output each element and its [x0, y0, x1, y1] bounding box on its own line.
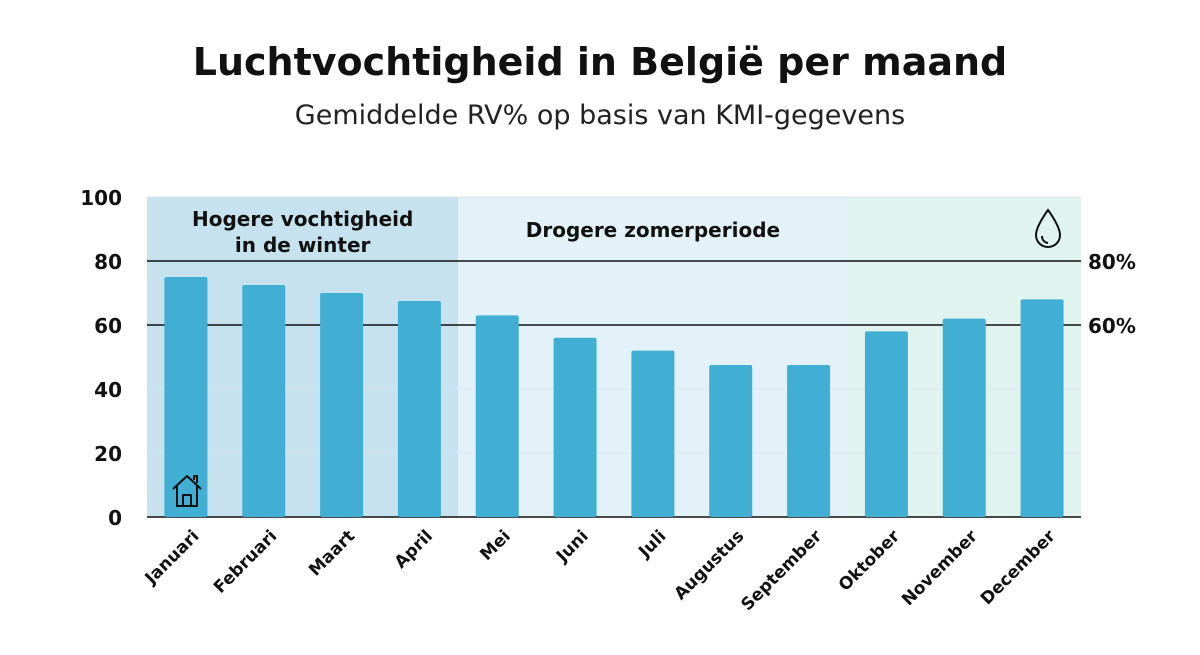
bar [631, 350, 675, 517]
bar [864, 331, 908, 517]
x-tick-label: Juli [634, 526, 670, 562]
x-tick-label: November [898, 526, 982, 610]
bar [242, 285, 286, 517]
region-label: in de winter [235, 233, 371, 257]
x-tick-label: Augustus [671, 526, 749, 604]
x-tick-label: September [737, 526, 826, 615]
y-tick-label: 20 [94, 442, 122, 466]
bar [787, 365, 831, 517]
y-tick-label: 60 [94, 314, 122, 338]
y-tick-label: 100 [80, 186, 122, 210]
bar [320, 293, 364, 517]
x-tick-label: Mei [476, 526, 514, 564]
y-tick-label: 40 [94, 378, 122, 402]
bar [164, 277, 208, 517]
chart-subtitle: Gemiddelde RV% op basis van KMI-gegevens [294, 100, 906, 131]
bar [709, 365, 753, 517]
x-tick-label: December [977, 526, 1060, 609]
y-tick-label: 0 [108, 506, 122, 530]
bar [397, 301, 441, 517]
bar [475, 315, 519, 517]
bar [942, 318, 986, 517]
x-tick-label: April [391, 526, 437, 572]
bar [553, 337, 597, 517]
region-label: Drogere zomerperiode [526, 218, 780, 242]
x-tick-label: Oktober [835, 526, 904, 595]
house-icon [172, 475, 202, 507]
x-tick-label: Maart [305, 526, 359, 580]
reference-line-label: 80% [1088, 250, 1136, 274]
x-tick-label: Januari [141, 526, 204, 589]
region-label: Hogere vochtigheid [192, 207, 413, 231]
y-tick-label: 80 [94, 250, 122, 274]
reference-line-label: 60% [1088, 314, 1136, 338]
x-tick-label: Februari [210, 526, 281, 597]
droplet-icon [1034, 208, 1062, 249]
x-tick-label: Juni [552, 526, 593, 567]
chart-title: Luchtvochtigheid in België per maand [192, 40, 1008, 84]
bar [1020, 299, 1064, 517]
